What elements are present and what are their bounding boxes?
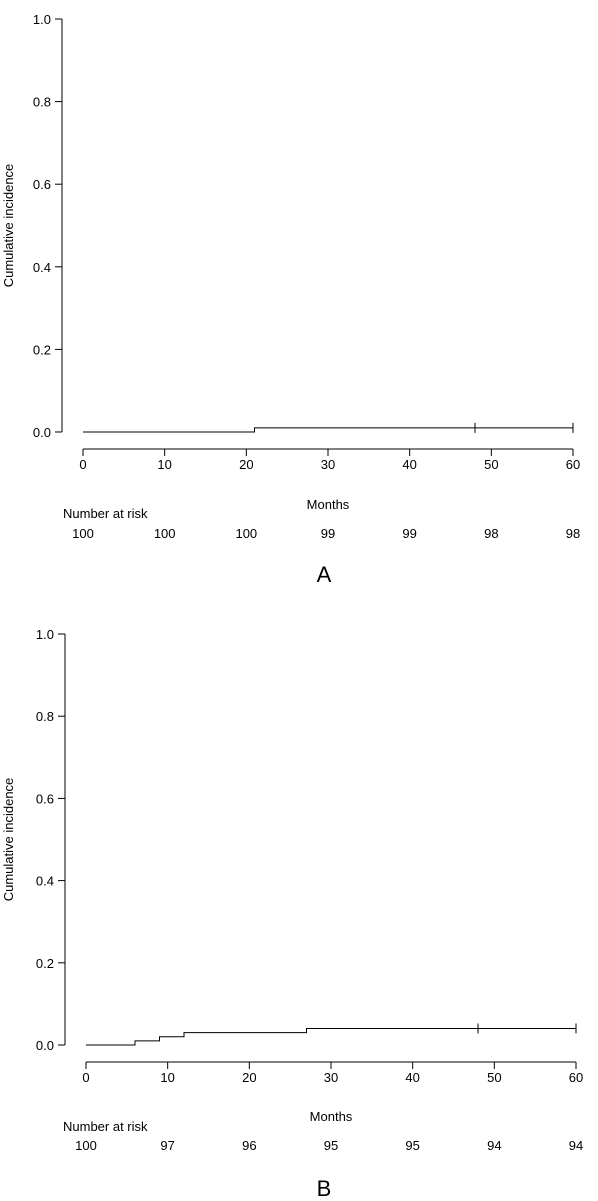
x-tick-label: 0 xyxy=(79,457,86,472)
risk-table-value: 99 xyxy=(402,526,416,541)
y-tick-label: 0.4 xyxy=(36,874,54,889)
x-tick-label: 10 xyxy=(157,457,171,472)
x-tick-label: 0 xyxy=(82,1070,89,1085)
risk-table-value: 99 xyxy=(321,526,335,541)
panel-label: A xyxy=(317,562,332,587)
x-tick-label: 50 xyxy=(487,1070,501,1085)
risk-table-value: 97 xyxy=(160,1138,174,1153)
y-tick-label: 0.6 xyxy=(36,791,54,806)
y-axis-label: Cumulative incidence xyxy=(1,778,16,902)
risk-table-value: 98 xyxy=(566,526,580,541)
risk-table-value: 100 xyxy=(75,1138,97,1153)
x-tick-label: 40 xyxy=(405,1070,419,1085)
risk-table-value: 95 xyxy=(324,1138,338,1153)
risk-table-value: 100 xyxy=(154,526,176,541)
incidence-step-curve xyxy=(86,1028,576,1046)
risk-table-value: 100 xyxy=(235,526,257,541)
y-tick-label: 1.0 xyxy=(36,627,54,642)
y-tick-label: 0.0 xyxy=(33,425,51,440)
y-axis-label: Cumulative incidence xyxy=(1,164,16,288)
x-tick-label: 50 xyxy=(484,457,498,472)
x-tick-label: 30 xyxy=(324,1070,338,1085)
x-axis-label: Months xyxy=(310,1109,353,1124)
y-tick-label: 0.0 xyxy=(36,1038,54,1053)
risk-table-value: 95 xyxy=(405,1138,419,1153)
x-tick-label: 20 xyxy=(239,457,253,472)
y-tick-label: 0.2 xyxy=(36,956,54,971)
y-tick-label: 0.8 xyxy=(36,709,54,724)
risk-table-value: 94 xyxy=(569,1138,583,1153)
risk-table-value: 98 xyxy=(484,526,498,541)
y-tick-label: 0.8 xyxy=(33,95,51,110)
risk-table-value: 100 xyxy=(72,526,94,541)
y-tick-label: 1.0 xyxy=(33,12,51,27)
risk-table-label: Number at risk xyxy=(63,1119,148,1134)
y-tick-label: 0.2 xyxy=(33,342,51,357)
risk-table-label: Number at risk xyxy=(63,506,148,521)
x-tick-label: 40 xyxy=(402,457,416,472)
y-tick-label: 0.4 xyxy=(33,260,51,275)
x-tick-label: 60 xyxy=(569,1070,583,1085)
y-tick-label: 0.6 xyxy=(33,177,51,192)
risk-table-value: 96 xyxy=(242,1138,256,1153)
x-tick-label: 20 xyxy=(242,1070,256,1085)
risk-table-value: 94 xyxy=(487,1138,501,1153)
x-tick-label: 10 xyxy=(160,1070,174,1085)
x-tick-label: 30 xyxy=(321,457,335,472)
x-axis-label: Months xyxy=(307,497,350,512)
panel-label: B xyxy=(317,1176,332,1201)
incidence-step-curve xyxy=(83,427,573,433)
x-tick-label: 60 xyxy=(566,457,580,472)
